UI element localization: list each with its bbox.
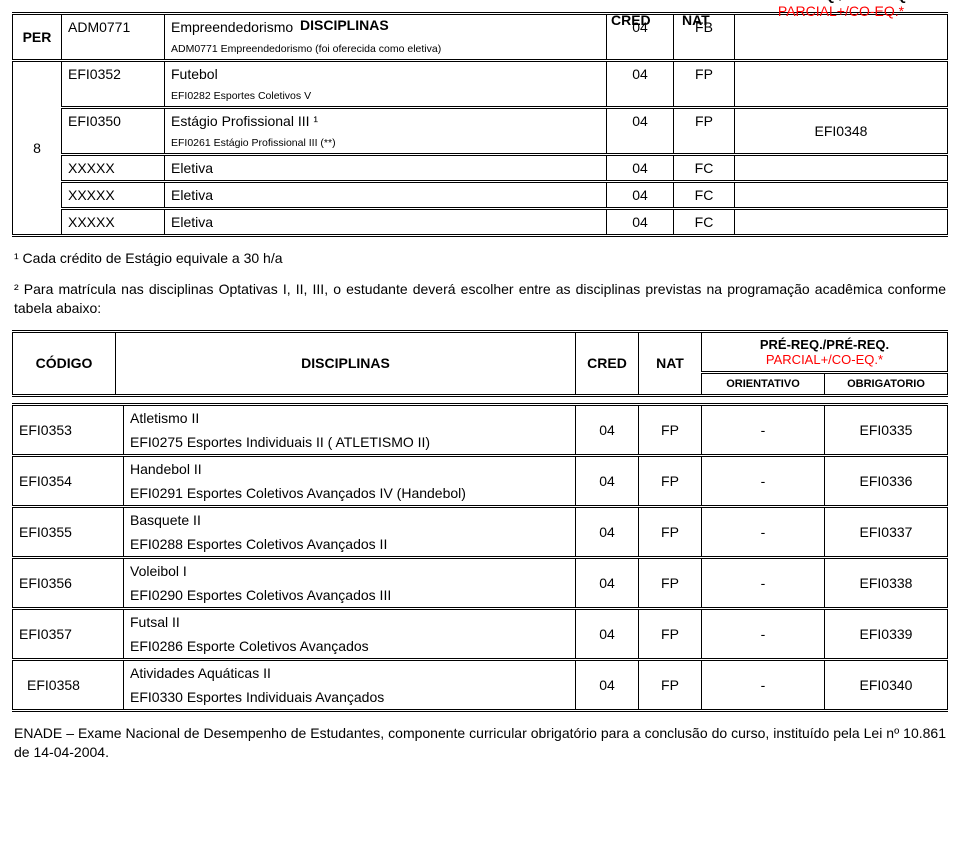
note-1: EFI0282 Esportes Coletivos V [165,86,607,108]
cell-code-1: EFI0352 [62,61,165,87]
opt-obrigatorio: EFI0335 [825,404,948,455]
hdr-per: PER [13,14,62,61]
hdr-prereq-2: PARCIAL+/CO-EQ.* [741,3,941,19]
cell-nat-0: NAT FB [674,14,735,40]
cell-nat-3: FC [674,155,735,182]
hdr-per-text: PER [23,29,52,45]
opt-title: Basquete II [124,506,576,532]
cell-cred-3: 04 [607,155,674,182]
opt-note: EFI0291 Esportes Coletivos Avançados IV … [124,481,576,507]
opt-note: EFI0330 Esportes Individuais Avançados [124,685,576,711]
cell-title-3: Eletiva [165,155,607,182]
hdr-obrigatorio: OBRIGATORIO [825,372,948,395]
opt-orientativo: - [702,557,825,608]
opt-obrigatorio: EFI0338 [825,557,948,608]
opt-title: Handebol II [124,455,576,481]
hdr-cred-2: CRED [576,331,639,395]
opt-title: Voleibol I [124,557,576,583]
opt-nat: FP [639,506,702,557]
cell-nat-4: FC [674,182,735,209]
opt-nat: FP [639,404,702,455]
main-table: PER ADM0771 DISCIPLINAS Empreendedorismo… [12,12,948,237]
opt-orientativo: - [702,659,825,710]
cell-nat-5: FC [674,209,735,236]
hdr-nat-2: NAT [639,331,702,395]
opt-body: EFI0353Atletismo II04FP-EFI0335EFI0275 E… [12,403,948,712]
hdr-prereq-3: PRÉ-REQ./PRÉ-REQ. [708,337,941,352]
opt-code: EFI0357 [13,608,124,659]
cell-title-1: Futebol [165,61,607,87]
cell-code-5: XXXXX [62,209,165,236]
cell-title-0: Empreendedorismo [171,19,293,35]
opt-title: Atletismo II [124,404,576,430]
opt-nat: FP [639,608,702,659]
opt-cred: 04 [576,506,639,557]
hdr-nat: NAT [682,12,710,28]
cell-req-1 [735,61,948,108]
cell-code-4: XXXXX [62,182,165,209]
cell-cred-5: 04 [607,209,674,236]
opt-nat: FP [639,557,702,608]
cell-code-3: XXXXX [62,155,165,182]
opt-note: EFI0290 Esportes Coletivos Avançados III [124,583,576,609]
opt-orientativo: - [702,404,825,455]
cell-nat-2: FP [674,108,735,134]
opt-code: EFI0356 [13,557,124,608]
cell-req-3 [735,155,948,182]
cell-cred-1: 04 [607,61,674,87]
opt-obrigatorio: EFI0340 [825,659,948,710]
opt-note: EFI0286 Esporte Coletivos Avançados [124,634,576,660]
cell-title-4: Eletiva [165,182,607,209]
opt-obrigatorio: EFI0336 [825,455,948,506]
opt-code: EFI0353 [13,404,124,455]
opt-orientativo: - [702,506,825,557]
opt-orientativo: - [702,608,825,659]
cell-req-2: EFI0348 [735,108,948,155]
opt-note: EFI0288 Esportes Coletivos Avançados II [124,532,576,558]
opt-code: EFI0355 [13,506,124,557]
footnote-2: ² Para matrícula nas disciplinas Optativ… [14,280,946,318]
period-cell: 8 [13,61,62,236]
footnote-1: ¹ Cada crédito de Estágio equivale a 30 … [14,249,946,268]
cell-cred-4: 04 [607,182,674,209]
opt-code: EFI0358 [13,659,124,710]
opt-note: EFI0275 Esportes Individuais II ( ATLETI… [124,430,576,456]
opt-nat: FP [639,455,702,506]
cell-disc-0: DISCIPLINAS Empreendedorismo [165,14,607,40]
opt-cred: 04 [576,608,639,659]
hdr-prereq-4: PARCIAL+/CO-EQ.* [708,352,941,367]
hdr-disciplinas-2: DISCIPLINAS [116,331,576,395]
hdr-cred: CRED [611,12,651,28]
cell-cred-2: 04 [607,108,674,134]
opt-nat: FP [639,659,702,710]
opt-orientativo: - [702,455,825,506]
opt-cred: 04 [576,455,639,506]
cell-req-5 [735,209,948,236]
opt-obrigatorio: EFI0339 [825,608,948,659]
cell-req-4 [735,182,948,209]
hdr-req: PRÉ-REQ./PRÉ-REQ. PARCIAL+/CO-EQ.* [735,14,948,61]
opt-title: Futsal II [124,608,576,634]
cell-title-2: Estágio Profissional III ¹ [165,108,607,134]
note-0: ADM0771 Empreendedorismo (foi oferecida … [165,39,607,61]
opt-title: Atividades Aquáticas II [124,659,576,685]
cell-title-5: Eletiva [165,209,607,236]
hdr-req-2: PRÉ-REQ./PRÉ-REQ. PARCIAL+/CO-EQ.* [702,331,948,372]
opt-table: CÓDIGO DISCIPLINAS CRED NAT PRÉ-REQ./PRÉ… [12,330,948,403]
cell-nat-1: FP [674,61,735,87]
note-2: EFI0261 Estágio Profissional III (**) [165,133,607,155]
opt-code: EFI0354 [13,455,124,506]
opt-obrigatorio: EFI0337 [825,506,948,557]
enade-text: ENADE – Exame Nacional de Desempenho de … [14,724,946,762]
hdr-orientativo: ORIENTATIVO [702,372,825,395]
hdr-codigo: CÓDIGO [13,331,116,395]
opt-cred: 04 [576,557,639,608]
opt-cred: 04 [576,404,639,455]
hdr-disciplinas: DISCIPLINAS [300,17,389,33]
cell-cred-0: CRED 04 [607,14,674,40]
cell-code-0: ADM0771 [62,14,165,40]
cell-code-2: EFI0350 [62,108,165,134]
opt-cred: 04 [576,659,639,710]
